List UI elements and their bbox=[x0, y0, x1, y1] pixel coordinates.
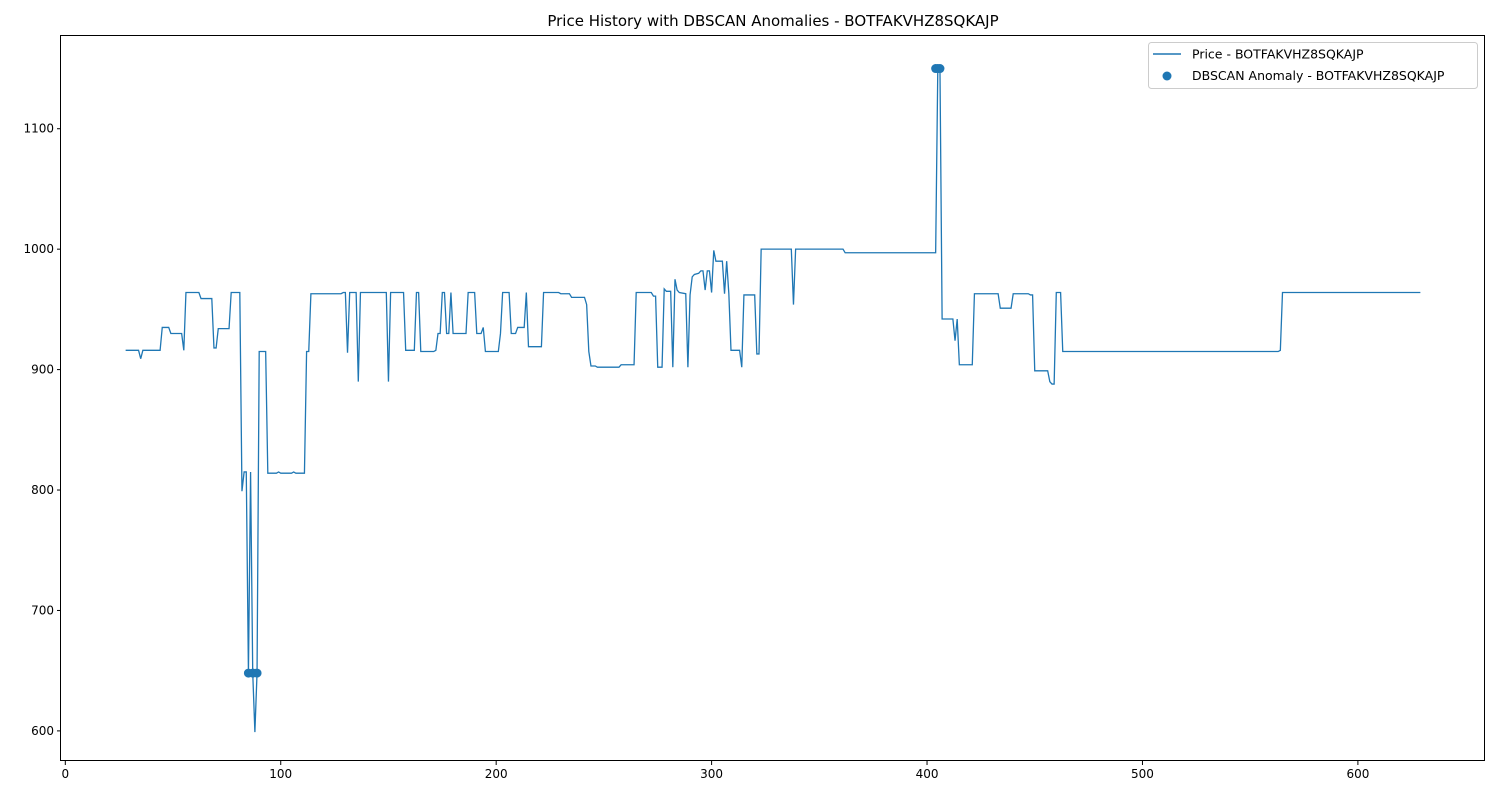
y-tick-label: 600 bbox=[31, 724, 54, 738]
legend-label-anomaly: DBSCAN Anomaly - BOTFAKVHZ8SQKAJP bbox=[1192, 68, 1445, 83]
anomaly-point bbox=[252, 668, 262, 678]
price-line bbox=[125, 67, 1421, 733]
x-tick-label: 0 bbox=[61, 767, 69, 781]
y-tick-label: 1000 bbox=[23, 242, 54, 256]
x-tick-label: 300 bbox=[700, 767, 723, 781]
legend-box bbox=[1148, 42, 1478, 89]
legend-dot-marker bbox=[1162, 71, 1172, 81]
y-tick-label: 800 bbox=[31, 483, 54, 497]
x-tick-label: 600 bbox=[1346, 767, 1369, 781]
plot-frame bbox=[60, 35, 1485, 761]
x-tick-label: 200 bbox=[485, 767, 508, 781]
chart-title: Price History with DBSCAN Anomalies - BO… bbox=[547, 12, 998, 30]
anomaly-point bbox=[935, 64, 945, 74]
x-tick-label: 400 bbox=[916, 767, 939, 781]
legend: Price - BOTFAKVHZ8SQKAJP DBSCAN Anomaly … bbox=[1148, 42, 1478, 89]
x-tick-label: 500 bbox=[1131, 767, 1154, 781]
plot-area bbox=[125, 64, 1421, 733]
y-tick-label: 900 bbox=[31, 363, 54, 377]
y-tick-label: 700 bbox=[31, 603, 54, 617]
x-tick-label: 100 bbox=[269, 767, 292, 781]
y-tick-label: 1100 bbox=[23, 122, 54, 136]
x-axis: 0 100 200 300 400 500 600 bbox=[61, 761, 1369, 781]
legend-label-price: Price - BOTFAKVHZ8SQKAJP bbox=[1192, 47, 1364, 62]
y-axis: 600 700 800 900 1000 1100 bbox=[23, 122, 61, 738]
